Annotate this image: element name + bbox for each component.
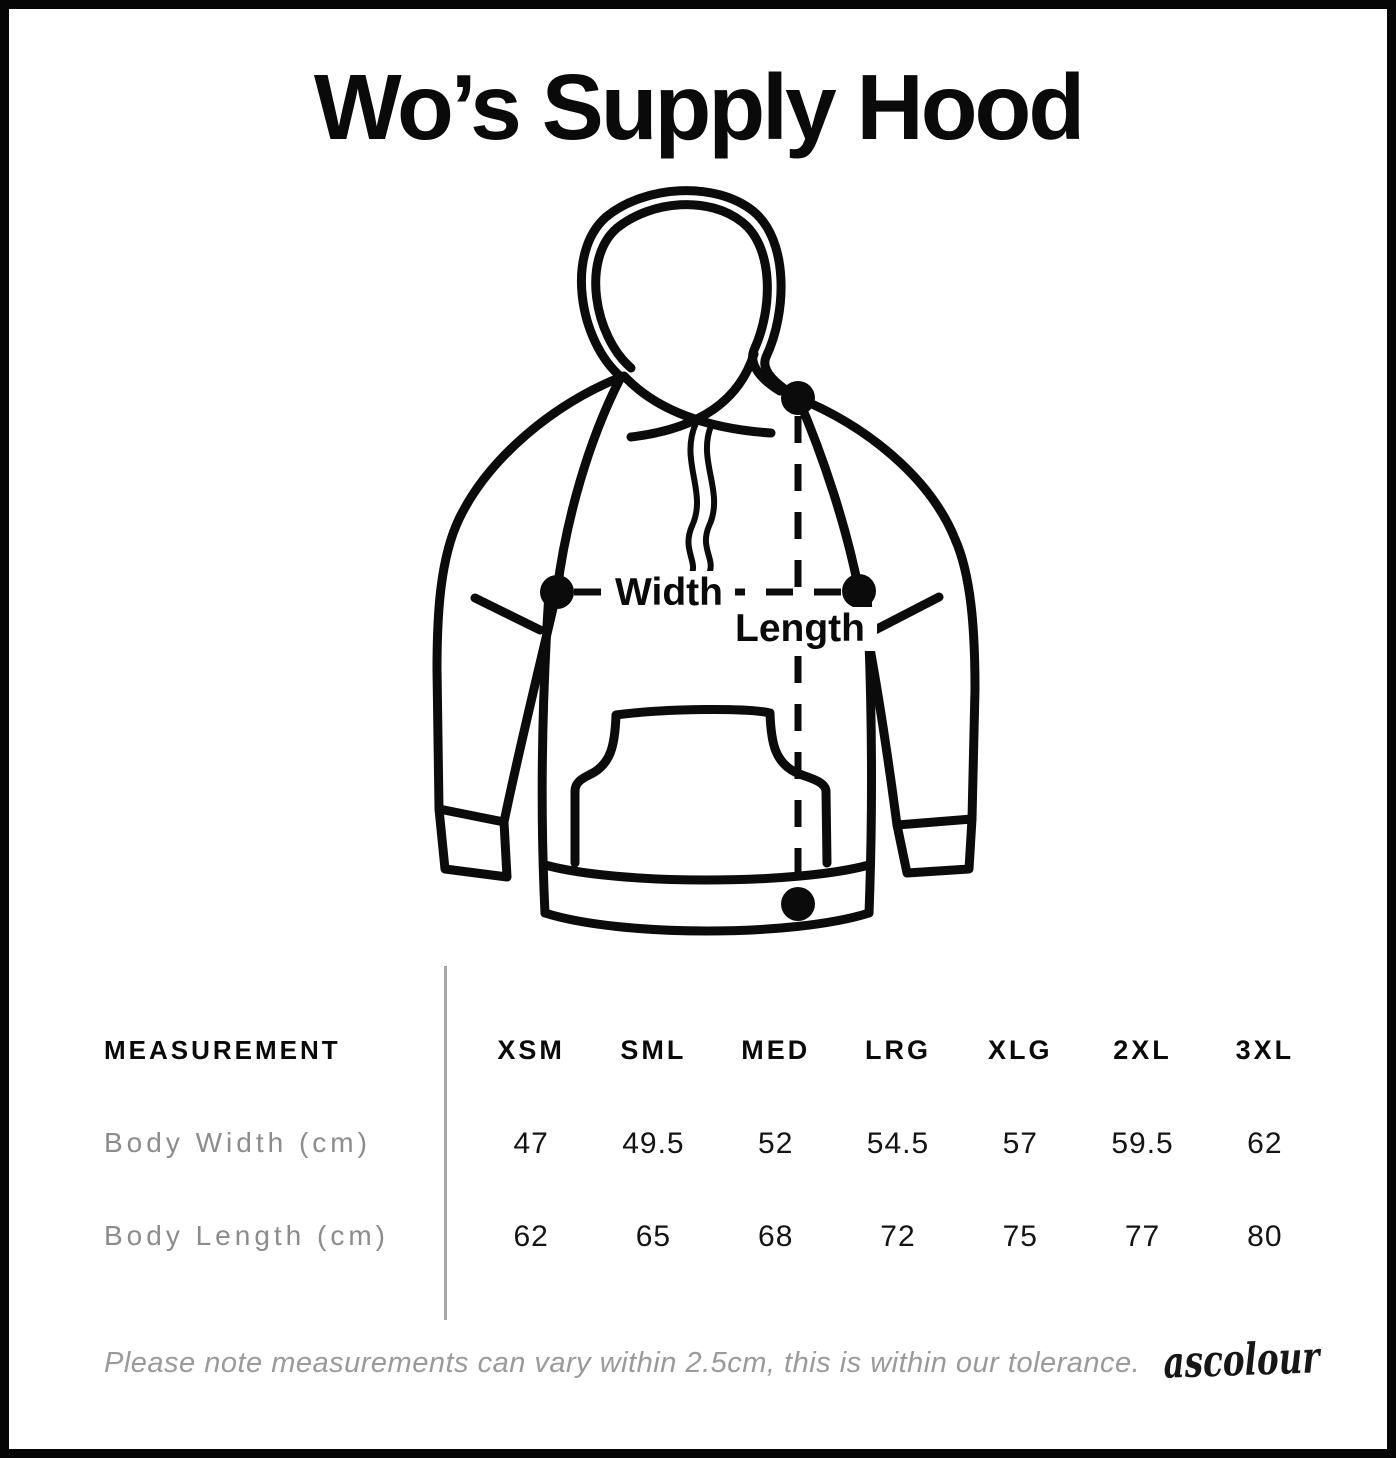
body-length-lrg: 72 bbox=[880, 1220, 916, 1253]
body-width-sml: 49.5 bbox=[622, 1127, 685, 1160]
row-label-body-length: Body Length (cm) bbox=[104, 1220, 389, 1251]
table-divider-line bbox=[444, 966, 447, 1320]
body-length-med: 68 bbox=[758, 1220, 794, 1253]
body-width-lrg: 54.5 bbox=[866, 1127, 930, 1160]
body-length-xlg: 75 bbox=[1002, 1220, 1038, 1253]
ascolour-logo: ascolour bbox=[1163, 1332, 1323, 1388]
body-length-row: Body Length (cm) 62 65 68 72 75 77 80 bbox=[9, 1220, 1387, 1260]
hem-top-seam bbox=[540, 860, 874, 885]
body-width-med: 52 bbox=[758, 1127, 794, 1160]
tolerance-note: Please note measurements can vary within… bbox=[104, 1347, 1141, 1379]
left-cuff bbox=[434, 804, 512, 882]
size-header-lrg: LRG bbox=[864, 1035, 931, 1065]
hood-left-panel-edge bbox=[619, 371, 776, 438]
left-underarm-seam bbox=[470, 593, 545, 635]
size-header-cells: XSM SML MED LRG XLG 2XL 3XL bbox=[470, 1035, 1326, 1066]
shoulder-dot bbox=[781, 381, 815, 415]
ascolour-logo-text: ascolour bbox=[1163, 1332, 1323, 1388]
body-width-cells: 47 49.5 52 54.5 57 59.5 62 bbox=[470, 1127, 1326, 1161]
right-cuff bbox=[892, 814, 977, 878]
body-width-row: Body Width (cm) 47 49.5 52 54.5 57 59.5 … bbox=[9, 1127, 1387, 1167]
hood-right-panel-edge bbox=[626, 349, 759, 442]
measurement-guides bbox=[574, 416, 842, 885]
hood-outer-line bbox=[576, 186, 803, 403]
body-length-cells: 62 65 68 72 75 77 80 bbox=[470, 1220, 1326, 1254]
right-raglan-seam bbox=[793, 393, 864, 596]
hem-bottom-edge bbox=[540, 908, 874, 936]
size-header-3xl: 3XL bbox=[1235, 1035, 1295, 1065]
right-underarm-seam bbox=[870, 592, 944, 635]
size-header-2xl: 2XL bbox=[1113, 1035, 1172, 1065]
size-header-xlg: XLG bbox=[988, 1035, 1053, 1065]
drawstrings bbox=[685, 420, 718, 577]
size-header-sml: SML bbox=[620, 1035, 687, 1065]
left-raglan-seam bbox=[552, 372, 626, 596]
body-length-sml: 65 bbox=[635, 1220, 672, 1253]
body-width-3xl: 62 bbox=[1247, 1127, 1283, 1160]
measurement-dots bbox=[540, 381, 876, 921]
row-label-body-width: Body Width (cm) bbox=[104, 1127, 371, 1158]
right-underarm-dot bbox=[842, 574, 876, 608]
width-measure-label: Width bbox=[603, 571, 735, 615]
body-left-edge bbox=[537, 588, 554, 918]
body-length-xsm: 62 bbox=[513, 1220, 549, 1253]
size-table-header-row: MEASUREMENT XSM SML MED LRG XLG 2XL 3XL bbox=[9, 1035, 1387, 1075]
measurement-column-header: MEASUREMENT bbox=[104, 1035, 341, 1065]
body-width-2xl: 59.5 bbox=[1111, 1127, 1174, 1160]
right-sleeve-outer bbox=[793, 393, 980, 824]
hem-dot bbox=[781, 887, 815, 921]
body-width-xsm: 47 bbox=[513, 1127, 549, 1160]
page-title: Wo’s Supply Hood bbox=[313, 55, 1085, 159]
body-length-2xl: 77 bbox=[1124, 1220, 1161, 1253]
pocket bbox=[570, 704, 832, 868]
size-header-xsm: XSM bbox=[497, 1035, 565, 1065]
body-length-3xl: 80 bbox=[1247, 1220, 1283, 1253]
hoodie-outline bbox=[432, 186, 980, 936]
left-underarm-dot bbox=[540, 575, 574, 609]
body-width-xlg: 57 bbox=[1002, 1127, 1038, 1160]
hoodie-diagram bbox=[432, 186, 980, 936]
size-header-med: MED bbox=[741, 1035, 811, 1065]
length-measure-label: Length bbox=[723, 607, 877, 651]
left-sleeve-outer bbox=[432, 372, 626, 814]
